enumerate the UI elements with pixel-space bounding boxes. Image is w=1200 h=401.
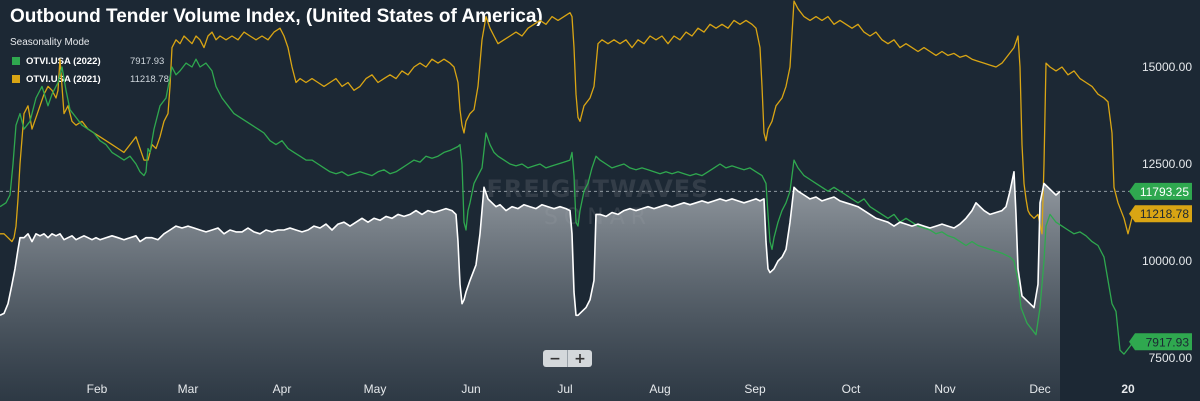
series-line-otvi-usa-2022[interactable]: [0, 58, 1134, 355]
zoom-divider: [567, 350, 568, 367]
legend-value-2021: 11218.78: [130, 73, 169, 85]
area-fill-current: [0, 171, 1060, 401]
legend-item-2022[interactable]: OTVI.USA (2022) 7917.93: [12, 52, 169, 70]
legend-swatch-2021: [12, 75, 20, 83]
legend-name-2021: OTVI.USA (2021): [26, 73, 101, 85]
y-tick-label-0: 7500.00: [1149, 351, 1193, 365]
series-line-otvi-usa-2021[interactable]: [0, 0, 1134, 243]
x-tick-label-sep: Sep: [744, 382, 766, 396]
x-tick-label-jun: Jun: [461, 382, 480, 396]
x-tick-label-apr: Apr: [273, 382, 292, 396]
series-line-series-2[interactable]: [0, 171, 1061, 317]
x-tick-label-20: 20: [1121, 382, 1135, 396]
last-value-tag-2022-bg: [1129, 333, 1192, 351]
x-tick-label-jul: Jul: [557, 382, 572, 396]
last-value-tag-current-bg: [1129, 182, 1192, 200]
x-tick-label-aug: Aug: [649, 382, 670, 396]
x-tick-label-feb: Feb: [87, 382, 108, 396]
y-tick-label-2: 12500.00: [1142, 157, 1192, 171]
legend: OTVI.USA (2022) 7917.93 OTVI.USA (2021) …: [12, 52, 169, 88]
y-tick-label-3: 15000.00: [1142, 60, 1192, 74]
y-tick-label-1: 10000.00: [1142, 254, 1192, 268]
legend-name-2022: OTVI.USA (2022): [26, 55, 101, 67]
last-value-tag-2021-bg: [1129, 205, 1192, 223]
x-tick-label-dec: Dec: [1029, 382, 1050, 396]
x-tick-label-nov: Nov: [934, 382, 955, 396]
watermark-brand: FREIGHTWAVES: [487, 175, 710, 203]
last-value-tag-2022-text: 7917.93: [1146, 335, 1190, 349]
last-value-tag-2021-text: 11218.78: [1140, 207, 1189, 221]
zoom-out-button[interactable]: −: [549, 350, 561, 367]
x-tick-label-may: May: [364, 382, 387, 396]
x-tick-label-oct: Oct: [842, 382, 861, 396]
legend-item-2021[interactable]: OTVI.USA (2021) 11218.78: [12, 70, 169, 88]
x-tick-label-mar: Mar: [178, 382, 199, 396]
zoom-in-button[interactable]: +: [574, 350, 586, 367]
zoom-control: − +: [543, 350, 592, 367]
legend-swatch-2022: [12, 57, 20, 65]
last-value-tag-current-text: 11793.25: [1140, 185, 1189, 199]
legend-value-2022: 7917.93: [130, 55, 165, 67]
seasonality-mode-label[interactable]: Seasonality Mode: [10, 37, 90, 48]
chart-title: Outbound Tender Volume Index, (United St…: [10, 6, 543, 27]
